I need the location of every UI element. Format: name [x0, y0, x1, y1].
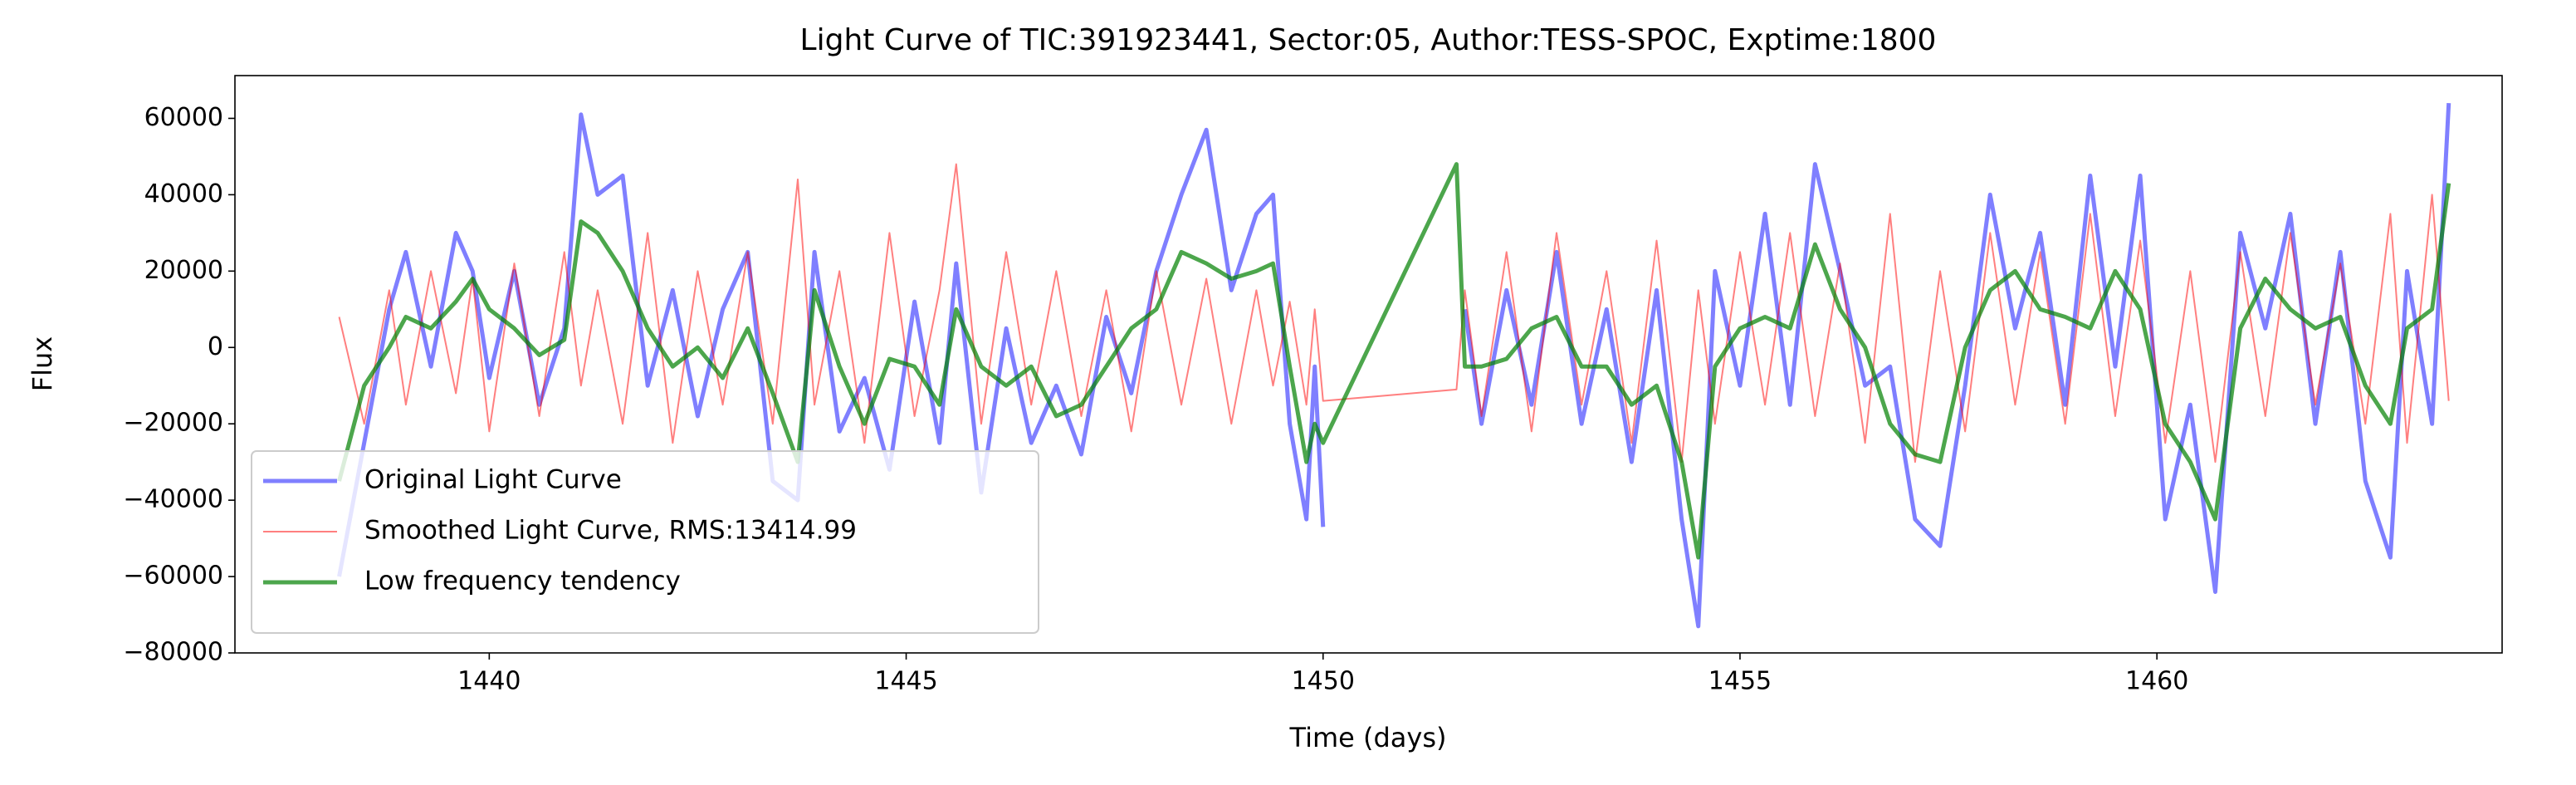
legend-box	[251, 450, 1039, 634]
y-tick-label: 60000	[144, 103, 223, 132]
y-tick-label: −80000	[123, 638, 223, 667]
x-tick-label: 1445	[874, 667, 937, 696]
x-tick-label: 1450	[1292, 667, 1355, 696]
x-tick-label: 1460	[2125, 667, 2188, 696]
series-line	[338, 163, 2450, 464]
y-tick-label: 40000	[144, 179, 223, 209]
chart-title: Light Curve of TIC:391923441, Sector:05,…	[800, 23, 1937, 57]
x-axis-label: Time (days)	[1289, 722, 1447, 753]
legend-label: Smoothed Light Curve, RMS:13414.99	[364, 516, 857, 546]
legend-label: Original Light Curve	[364, 465, 622, 495]
y-tick-label: −40000	[123, 485, 223, 514]
y-tick-label: −20000	[123, 409, 223, 438]
legend-label: Low frequency tendency	[364, 567, 681, 596]
y-axis-label: Flux	[27, 336, 58, 392]
series-line	[1463, 102, 2451, 629]
x-tick-label: 1440	[457, 667, 521, 696]
legend: Original Light Curve Smoothed Light Curve…	[251, 450, 1039, 634]
series-line	[337, 162, 2451, 560]
y-tick-label: 0	[208, 332, 223, 361]
series-line	[337, 112, 1326, 577]
plot-frame	[234, 75, 2503, 654]
y-tick-label: −60000	[123, 562, 223, 591]
x-tick-label: 1455	[1708, 667, 1772, 696]
y-tick-label: 20000	[144, 256, 223, 285]
